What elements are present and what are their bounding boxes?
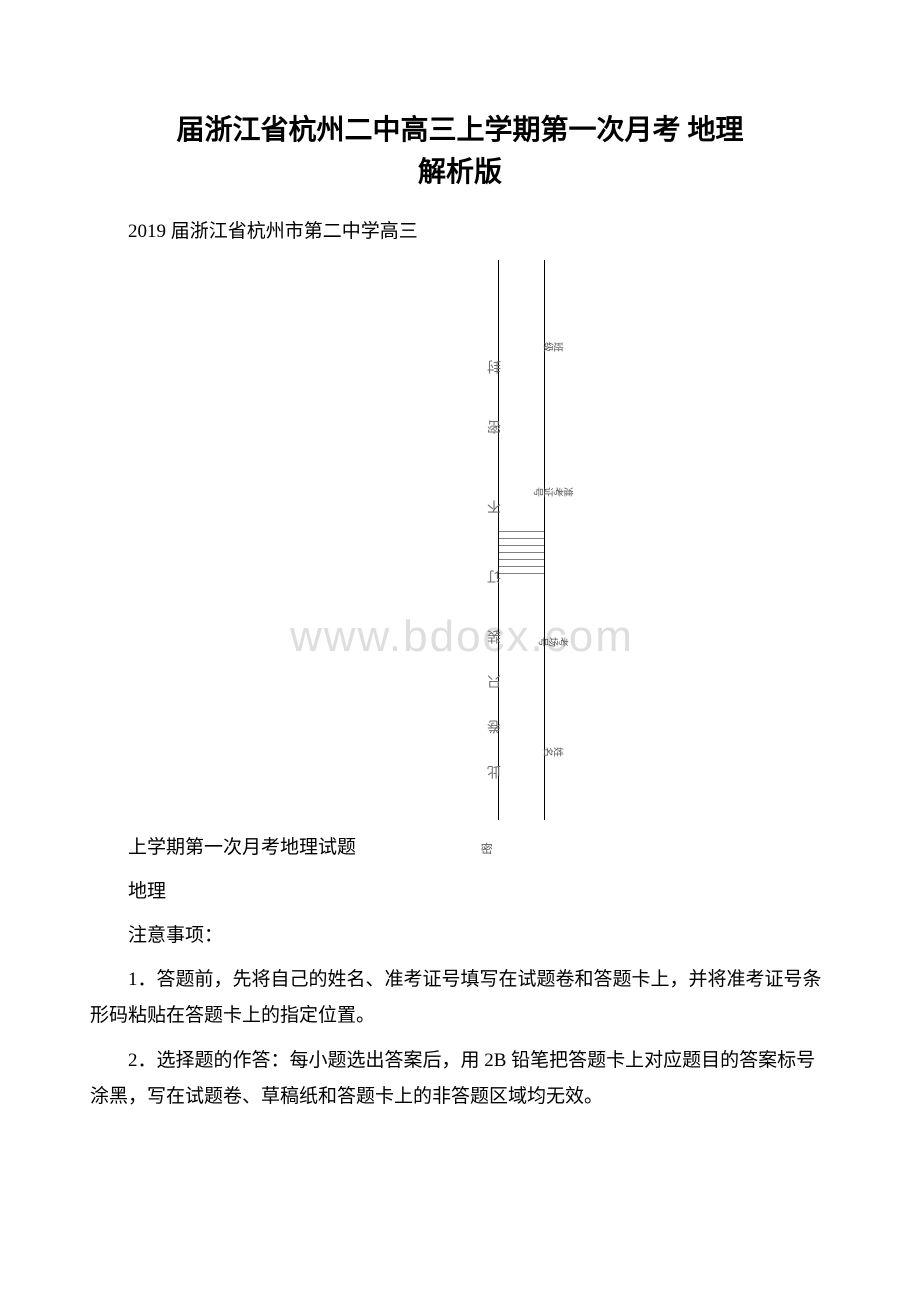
seal-char-6: 卷 bbox=[486, 720, 506, 734]
seal-char-7: 此 bbox=[486, 765, 506, 779]
notice-item-1: 1．答题前，先将自己的姓名、准考证号填写在试题卷和答题卡上，并将准考证号条形码粘… bbox=[90, 962, 830, 1034]
hatch-pattern bbox=[499, 525, 544, 575]
notice-header: 注意事项： bbox=[90, 918, 830, 954]
subject-line: 地理 bbox=[90, 874, 830, 910]
intro-paragraph: 2019 届浙江省杭州市第二中学高三 bbox=[90, 214, 830, 250]
seal-char-0: 封 bbox=[486, 360, 506, 374]
inline-seal-label: 密 bbox=[481, 842, 493, 856]
seal-char-3: 订 bbox=[486, 570, 506, 584]
title-line-1: 届浙江省杭州二中高三上学期第一次月考 地理 bbox=[176, 115, 743, 146]
field-label-3: 姓名 bbox=[544, 745, 564, 756]
seal-char-5: 只 bbox=[486, 675, 506, 689]
document-title: 届浙江省杭州二中高三上学期第一次月考 地理 解析版 bbox=[90, 110, 830, 194]
seal-char-2: 不 bbox=[486, 500, 506, 514]
seal-char-1: 密 bbox=[486, 420, 506, 434]
binding-diagram: www.bdocx.com 封 密 不 订 装 只 卷 此 班级 准考证号 考场… bbox=[90, 260, 830, 820]
continuation-text: 上学期第一次月考地理试题 bbox=[128, 837, 356, 858]
title-line-2: 解析版 bbox=[418, 157, 502, 188]
watermark-text: www.bdocx.com bbox=[290, 612, 634, 662]
seal-char-4: 装 bbox=[486, 630, 506, 644]
notice-item-2: 2．选择题的作答：每小题选出答案后，用 2B 铅笔把答题卡上对应题目的答案标号涂… bbox=[90, 1043, 830, 1115]
field-label-1: 准考证号 bbox=[534, 485, 574, 496]
field-label-2: 考场号 bbox=[539, 635, 569, 646]
field-label-0: 班级 bbox=[544, 340, 564, 351]
continuation-line: 上学期第一次月考地理试题 密 bbox=[90, 830, 830, 866]
